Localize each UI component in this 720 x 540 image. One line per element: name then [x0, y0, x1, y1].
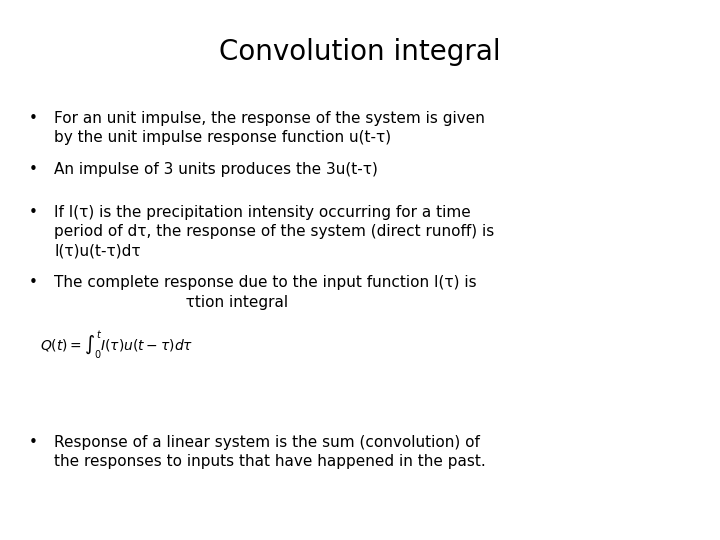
- Text: Response of a linear system is the sum (convolution) of
the responses to inputs : Response of a linear system is the sum (…: [54, 435, 486, 469]
- Text: •: •: [29, 111, 37, 126]
- Text: •: •: [29, 435, 37, 450]
- Text: Convolution integral: Convolution integral: [219, 38, 501, 66]
- Text: For an unit impulse, the response of the system is given
by the unit impulse res: For an unit impulse, the response of the…: [54, 111, 485, 145]
- Text: The complete response due to the input function I(τ) is
                        : The complete response due to the input f…: [54, 275, 477, 309]
- Text: •: •: [29, 275, 37, 291]
- Text: •: •: [29, 205, 37, 220]
- Text: If I(τ) is the precipitation intensity occurring for a time
period of dτ, the re: If I(τ) is the precipitation intensity o…: [54, 205, 494, 259]
- Text: •: •: [29, 162, 37, 177]
- Text: An impulse of 3 units produces the 3u(t-τ): An impulse of 3 units produces the 3u(t-…: [54, 162, 378, 177]
- Text: $Q(t) = \int_0^t I(\tau)u(t-\tau)d\tau$: $Q(t) = \int_0^t I(\tau)u(t-\tau)d\tau$: [40, 329, 193, 361]
